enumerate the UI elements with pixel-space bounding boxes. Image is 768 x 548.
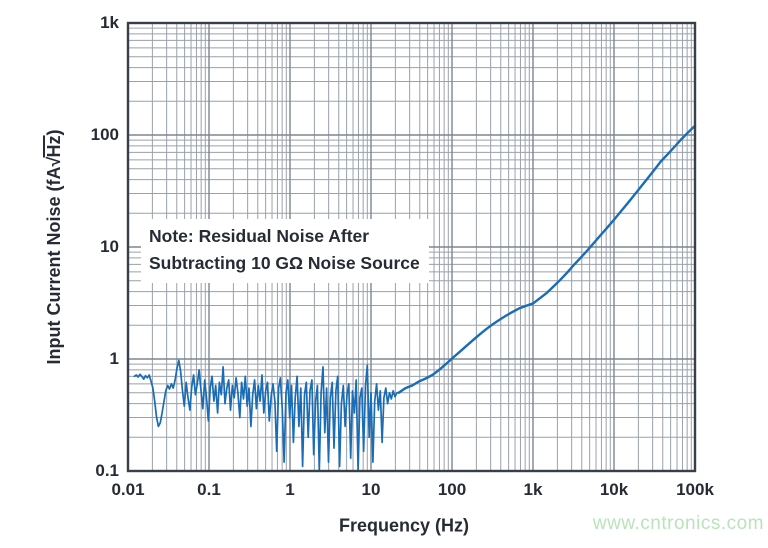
x-tick-label: 100 xyxy=(437,480,467,499)
noise-trace-rise xyxy=(397,124,697,394)
x-tick-label: 100k xyxy=(676,480,714,499)
x-tick-label: 10k xyxy=(599,480,629,499)
x-tick-label: 0.1 xyxy=(197,480,221,499)
annotation-note-box: Note: Residual Noise After Subtracting 1… xyxy=(141,219,429,283)
x-axis-title: Frequency (Hz) xyxy=(338,515,470,536)
y-tick-label: 0.1 xyxy=(95,461,119,480)
x-tick-label: 10 xyxy=(361,480,381,499)
y-axis-title-radicand: Hz xyxy=(43,135,64,158)
y-tick-label: 100 xyxy=(90,125,119,144)
y-axis-title-prefix: Input Current Noise (fA xyxy=(44,166,64,365)
plot-border xyxy=(126,21,697,473)
x-tick-label: 1 xyxy=(285,480,295,499)
annotation-line-1: Note: Residual Noise After xyxy=(149,226,370,246)
y-tick-label: 1 xyxy=(109,349,119,368)
x-tick-label: 1k xyxy=(523,480,543,499)
y-tick-label: 1k xyxy=(100,13,119,32)
y-tick-label: 10 xyxy=(100,237,119,256)
noise-trace-floor xyxy=(133,359,400,472)
watermark-text: www.cntronics.com xyxy=(592,513,764,534)
y-axis-title: Input Current Noise (fA√Hz) xyxy=(43,129,65,365)
sqrt-icon: √ xyxy=(44,156,64,167)
x-tick-label: 0.01 xyxy=(111,480,145,499)
annotation-line-2: Subtracting 10 GΩ Noise Source xyxy=(149,253,420,273)
y-axis-title-suffix: ) xyxy=(44,129,64,136)
